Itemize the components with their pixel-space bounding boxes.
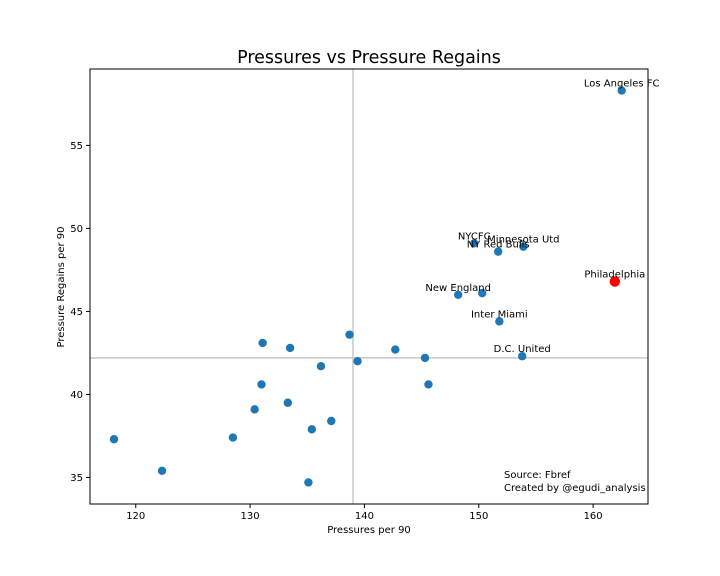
- ticks-layer: 120 130 140 150 160 35 40 45 50 55: [70, 141, 602, 522]
- source-note: Source: Fbref: [504, 470, 571, 481]
- highlight-point: [609, 276, 621, 287]
- x-tick-label: 120: [126, 511, 145, 522]
- data-point: [258, 338, 267, 348]
- data-point: [285, 343, 295, 353]
- y-tick-label: 40: [70, 390, 83, 401]
- data-point: [304, 478, 313, 487]
- data-points: [109, 86, 626, 487]
- data-point: [250, 405, 259, 414]
- x-tick-label: 160: [584, 511, 603, 522]
- data-point: [420, 353, 430, 363]
- point-label: NY Red Bulls: [467, 240, 530, 251]
- point-label: Los Angeles FC: [584, 79, 660, 90]
- data-point: [391, 345, 400, 354]
- data-point: [353, 357, 362, 366]
- data-point: [307, 425, 317, 434]
- data-point: [157, 466, 167, 475]
- data-point: [257, 380, 266, 389]
- y-axis-label: Pressure Regains per 90: [56, 226, 67, 347]
- data-point: [469, 239, 479, 248]
- data-point: [453, 290, 463, 300]
- x-axis-label: Pressures per 90: [327, 525, 411, 536]
- y-tick-label: 45: [70, 307, 83, 318]
- x-tick-label: 140: [355, 511, 374, 522]
- data-point: [424, 380, 433, 389]
- y-tick-label: 55: [70, 141, 83, 152]
- data-point: [518, 352, 527, 361]
- data-point: [494, 247, 503, 256]
- credit-note: Created by @egudi_analysis: [504, 483, 646, 494]
- point-label: Philadelphia: [584, 270, 645, 281]
- point-labels: Los Angeles FC Philadelphia NYCFCMinnesota…: [425, 79, 659, 356]
- data-point: [345, 330, 354, 339]
- data-point: [228, 433, 238, 442]
- point-label: New England: [425, 283, 491, 294]
- y-tick-label: 35: [70, 473, 83, 484]
- point-label: Minnesota Utd: [487, 235, 559, 246]
- data-point: [109, 435, 119, 444]
- point-label: Inter Miami: [471, 309, 528, 320]
- point-label: NYCFC: [458, 231, 491, 242]
- data-point: [316, 361, 326, 371]
- y-tick-label: 50: [70, 224, 83, 235]
- data-point: [478, 288, 487, 298]
- chart-title: Pressures vs Pressure Regains: [237, 48, 501, 68]
- data-point: [495, 317, 504, 326]
- data-point: [283, 398, 293, 407]
- x-tick-label: 150: [469, 511, 488, 522]
- data-point: [519, 242, 528, 251]
- data-point: [617, 86, 626, 95]
- point-label: D.C. United: [494, 344, 551, 355]
- x-tick-label: 130: [241, 511, 260, 522]
- data-point: [327, 416, 336, 426]
- plot-frame: [89, 68, 649, 505]
- reference-lines: [90, 69, 648, 504]
